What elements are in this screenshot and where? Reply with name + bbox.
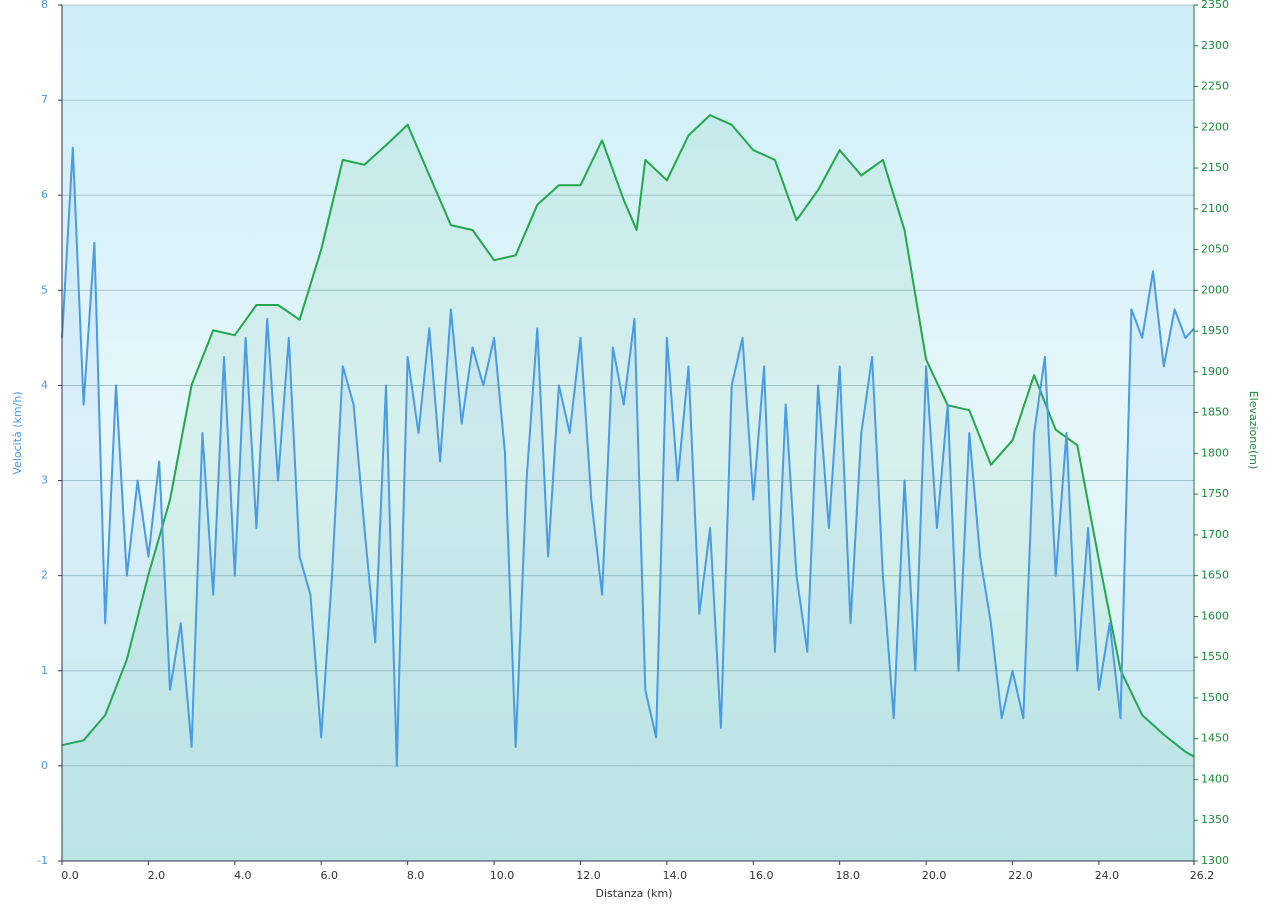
y2-tick-label: 1300 [1201, 854, 1229, 867]
y-tick-label: 2 [41, 569, 48, 582]
series-line [61, 114, 1195, 758]
y2-tick-label: 1800 [1201, 446, 1229, 459]
y-tick-label: 8 [41, 0, 48, 11]
x-tick-label: 18.0 [835, 869, 860, 882]
y2-tick-label: 1900 [1201, 365, 1229, 378]
y2-tick-label: 1700 [1201, 528, 1229, 541]
y-tick-label: 0 [41, 759, 48, 772]
x-tick-label: 8.0 [407, 869, 425, 882]
y-tick-label: 1 [41, 664, 48, 677]
x-tick-label: 24.0 [1095, 869, 1120, 882]
y-tick-label: 3 [41, 474, 48, 487]
x-tick-label: 26.2 [1190, 869, 1215, 882]
series-line [61, 146, 1195, 767]
x-tick-label: 10.0 [490, 869, 515, 882]
y2-tick-label: 1400 [1201, 772, 1229, 785]
y2-tick-label: 1550 [1201, 650, 1229, 663]
y2-tick-label: 2100 [1201, 202, 1229, 215]
x-tick-label: 22.0 [1008, 869, 1033, 882]
y2-tick-label: 1850 [1201, 406, 1229, 419]
series-area [62, 147, 1194, 861]
y2-tick-label: 2150 [1201, 161, 1229, 174]
y2-axis-label: Elevazione(m) [1247, 391, 1260, 470]
y-tick-label: 5 [41, 283, 48, 296]
y2-tick-label: 2200 [1201, 120, 1229, 133]
y2-tick-label: 1950 [1201, 324, 1229, 337]
x-tick-label: 0.0 [61, 869, 79, 882]
y2-tick-label: 2000 [1201, 283, 1229, 296]
y-tick-label: 6 [41, 188, 48, 201]
x-tick-label: 12.0 [576, 869, 601, 882]
x-tick-label: 14.0 [663, 869, 688, 882]
x-tick-label: 4.0 [234, 869, 252, 882]
y2-tick-label: 1750 [1201, 487, 1229, 500]
series-area [62, 115, 1194, 862]
x-tick-label: 2.0 [148, 869, 166, 882]
y-tick-label: 7 [41, 93, 48, 106]
y2-tick-label: 2300 [1201, 39, 1229, 52]
x-tick-label: 16.0 [749, 869, 774, 882]
y2-tick-label: 1450 [1201, 732, 1229, 745]
y2-tick-label: 1350 [1201, 813, 1229, 826]
y2-tick-label: 2350 [1201, 0, 1229, 11]
y-tick-label: 4 [41, 378, 48, 391]
y2-tick-label: 1650 [1201, 569, 1229, 582]
y2-tick-label: 2250 [1201, 80, 1229, 93]
y-axis-label: Velocità (km/h) [11, 391, 24, 474]
y2-tick-label: 1600 [1201, 609, 1229, 622]
y2-tick-label: 1500 [1201, 691, 1229, 704]
y-tick-label: -1 [37, 854, 48, 867]
y2-tick-label: 2050 [1201, 243, 1229, 256]
x-axis-label: Distanza (km) [596, 887, 673, 900]
x-tick-label: 20.0 [922, 869, 947, 882]
x-tick-label: 6.0 [320, 869, 338, 882]
